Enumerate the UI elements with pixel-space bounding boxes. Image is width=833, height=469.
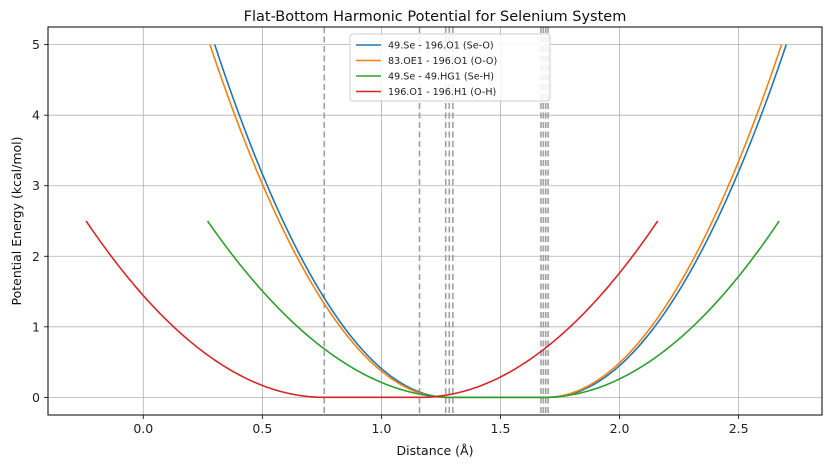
plot-series	[85, 44, 788, 399]
x-tick-label: 0.0	[133, 421, 153, 436]
x-tick-label: 1.5	[491, 421, 511, 436]
x-tick-label: 1.0	[371, 421, 391, 436]
x-tick-label: 0.5	[252, 421, 272, 436]
x-tick-label: 2.0	[610, 421, 630, 436]
y-tick-label: 5	[32, 37, 40, 52]
legend-box	[349, 33, 551, 102]
y-axis-label: Potential Energy (kcal/mol)	[9, 137, 24, 306]
y-tick-label: 0	[32, 390, 40, 405]
series-line	[85, 220, 659, 399]
x-ticks: 0.0 0.5 1.0 1.5 2.0 2.5	[133, 415, 749, 436]
legend: 49.Se - 196.O1 (Se-O) 83.OE1 - 196.O1 (O-…	[349, 33, 551, 102]
x-tick-label: 2.5	[729, 421, 749, 436]
legend-label: 49.Se - 49.HG1 (Se-H)	[388, 72, 494, 83]
legend-label: 49.Se - 196.O1 (Se-O)	[388, 41, 494, 52]
legend-label: 83.OE1 - 196.O1 (O-O)	[388, 56, 497, 67]
x-axis-label: Distance (Å)	[397, 443, 474, 458]
y-ticks: 0 1 2 3 4 5	[32, 37, 48, 405]
y-tick-label: 1	[32, 319, 40, 334]
y-tick-label: 2	[32, 249, 40, 264]
chart-title: Flat-Bottom Harmonic Potential for Selen…	[244, 9, 627, 25]
legend-label: 196.O1 - 196.H1 (O-H)	[388, 87, 496, 98]
y-tick-label: 4	[32, 108, 40, 123]
plot-frame	[47, 26, 823, 416]
y-tick-label: 3	[32, 178, 40, 193]
series-line	[206, 220, 780, 399]
